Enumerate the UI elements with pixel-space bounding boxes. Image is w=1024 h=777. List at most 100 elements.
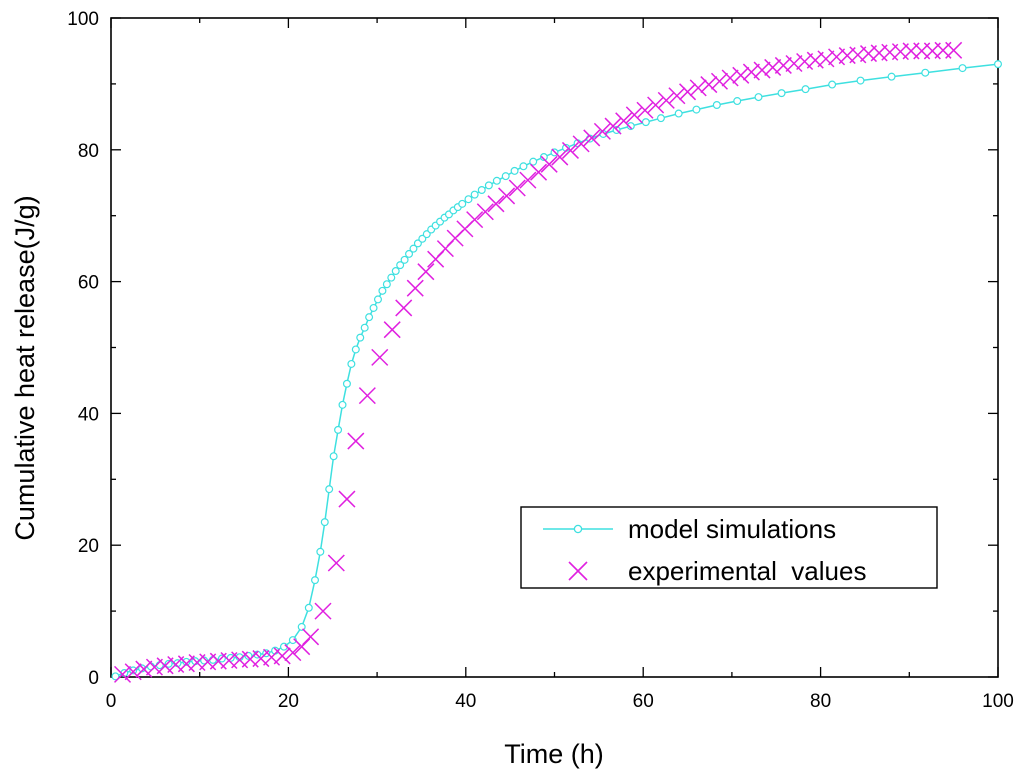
experimental-point	[796, 52, 814, 71]
experimental-point	[530, 163, 548, 181]
x-tick-label: 40	[455, 691, 476, 712]
y-tick-label: 80	[78, 141, 99, 162]
experimental-point	[252, 650, 270, 668]
series-layer	[111, 41, 1002, 683]
model-point	[369, 303, 378, 312]
model-point	[164, 659, 173, 668]
model-point	[477, 185, 486, 194]
model-point	[458, 199, 467, 208]
experimental-point	[647, 96, 665, 114]
experimental-point	[849, 46, 867, 64]
model-point	[887, 72, 896, 81]
model-point	[373, 295, 382, 304]
legend-box	[520, 506, 938, 589]
model-point	[856, 76, 865, 85]
model-point	[342, 379, 351, 388]
y-tick-label: 40	[78, 404, 99, 425]
x-tick-label: 20	[278, 691, 299, 712]
axis-tick-labels: 0 20 40 60 80 100 0 20 40 60 80 100	[67, 9, 1014, 712]
model-point	[311, 576, 320, 585]
experimental-point	[114, 665, 132, 683]
experimental-point	[679, 83, 697, 101]
model-point	[501, 172, 510, 181]
legend-label-experimental: experimental values	[628, 556, 866, 586]
model-point	[304, 603, 313, 612]
model-point	[958, 64, 967, 73]
experimental-point	[519, 171, 537, 189]
model-point	[484, 181, 493, 190]
model-point	[129, 666, 138, 675]
model-point	[801, 85, 810, 94]
experimental-point	[817, 50, 835, 68]
experimental-point	[135, 660, 153, 678]
model-point	[519, 162, 528, 171]
model-point	[641, 118, 650, 127]
experimental-point	[572, 135, 590, 153]
experimental-point	[561, 141, 579, 159]
model-point	[316, 547, 325, 556]
model-point	[244, 651, 253, 660]
experimental-point	[124, 663, 142, 681]
model-point	[360, 323, 369, 332]
model-point	[470, 190, 479, 199]
experimental-point	[753, 61, 771, 79]
model-point	[464, 195, 473, 204]
experimental-point	[764, 58, 782, 76]
model-point	[656, 114, 665, 123]
experimental-point	[636, 101, 654, 119]
experimental-point	[742, 63, 760, 81]
experimental-point	[487, 195, 505, 213]
legend: model simulations experimental values	[520, 506, 938, 589]
experimental-point	[945, 41, 963, 59]
legend-marker-experimental	[568, 561, 588, 581]
y-tick-label: 20	[78, 536, 99, 557]
model-point	[288, 636, 297, 645]
x-tick-label: 80	[810, 691, 831, 712]
model-point	[200, 656, 209, 665]
series-experimental-values	[114, 41, 963, 683]
model-point	[365, 313, 374, 322]
experimental-point	[145, 658, 163, 676]
model-point	[334, 425, 343, 434]
model-point	[320, 518, 329, 527]
model-point	[712, 100, 721, 109]
model-point	[626, 122, 635, 131]
model-point	[391, 267, 400, 276]
model-point	[993, 60, 1002, 69]
model-point	[777, 89, 786, 98]
model-point	[387, 273, 396, 282]
experimental-point	[466, 211, 484, 229]
x-tick-label: 100	[982, 691, 1014, 712]
legend-label-model: model simulations	[628, 514, 836, 544]
experimental-point	[785, 54, 803, 73]
experimental-point	[710, 72, 729, 90]
model-point	[692, 105, 701, 114]
model-point	[405, 249, 414, 258]
axis-ticks	[110, 17, 999, 678]
experimental-point	[721, 69, 739, 87]
experimental-point	[347, 432, 365, 450]
model-point	[733, 97, 742, 106]
experimental-point	[156, 657, 174, 675]
experimental-point	[406, 279, 424, 297]
model-point	[409, 244, 418, 253]
legend-marker-model	[573, 524, 583, 534]
experimental-point	[508, 179, 526, 197]
experimental-point	[625, 106, 643, 124]
x-tick-label: 0	[106, 691, 117, 712]
experimental-point	[417, 263, 435, 281]
x-tick-label: 60	[633, 691, 654, 712]
model-point	[492, 176, 501, 185]
experimental-point	[395, 299, 413, 317]
model-point	[182, 657, 191, 666]
experimental-point	[583, 129, 601, 147]
y-tick-label: 60	[78, 273, 99, 294]
experimental-point	[774, 56, 792, 74]
y-tick-label: 100	[67, 9, 99, 30]
experimental-point	[273, 647, 291, 665]
experimental-point	[358, 387, 376, 405]
experimental-point	[371, 348, 389, 366]
experimental-point	[828, 48, 846, 66]
y-axis-title: Cumulative heat release(J/g)	[10, 195, 40, 540]
experimental-point	[476, 203, 494, 221]
